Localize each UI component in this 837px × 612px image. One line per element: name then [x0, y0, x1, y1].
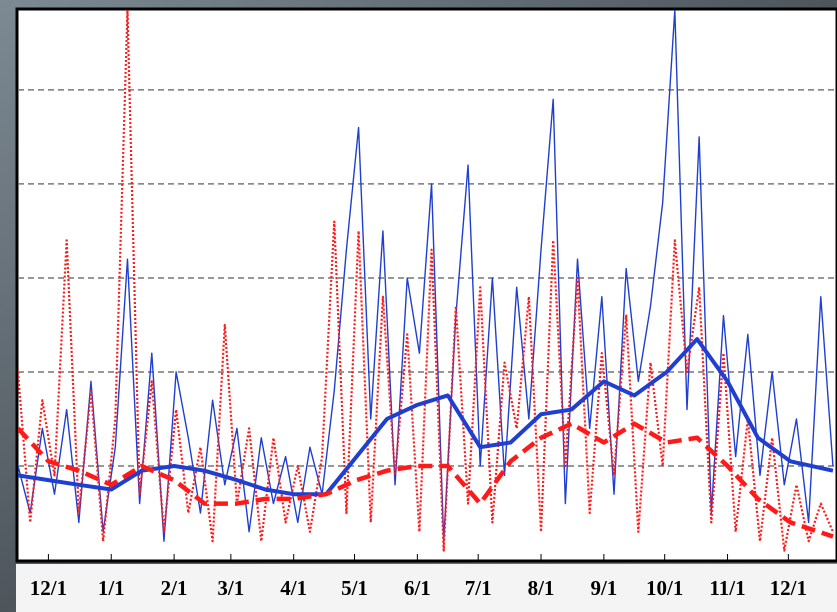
x-tick-label: 1/1	[98, 576, 125, 600]
x-tick-label: 4/1	[280, 576, 307, 600]
x-tick-label: 3/1	[217, 576, 244, 600]
chart: 12/1 1/1 2/1 3/1 4/1 5/1 6/1 7/1 8/1 9/1 10/1 11/1 1…	[0, 0, 837, 612]
x-tick-label: 7/1	[465, 576, 492, 600]
x-tick-label: 11/1	[709, 576, 745, 600]
x-tick-label: 10/1	[646, 576, 683, 600]
x-tick-label: 8/1	[528, 576, 555, 600]
x-tick-label: 2/1	[161, 576, 188, 600]
x-tick-label: 9/1	[590, 576, 617, 600]
x-tick-label: 12/1	[30, 576, 67, 600]
page: {"chart_data": {"type": "line", "xlim": …	[0, 0, 837, 612]
x-tick-label: 5/1	[341, 576, 368, 600]
x-tick-label: 12/1	[770, 576, 807, 600]
x-tick-label: 6/1	[404, 576, 431, 600]
